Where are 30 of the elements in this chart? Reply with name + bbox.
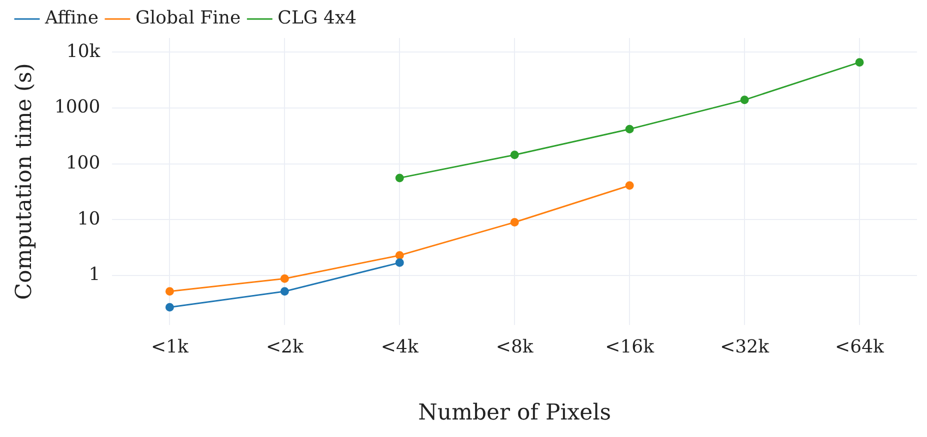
x-tick-label: <16k: [605, 336, 656, 358]
x-tick-label: <2k: [266, 336, 304, 358]
x-tick-label: <32k: [720, 336, 770, 358]
x-tick-label: <4k: [380, 336, 420, 358]
x-axis-title: Number of Pixels: [418, 400, 612, 426]
point: [510, 218, 519, 227]
y-tick-label: 1: [88, 264, 100, 286]
y-tick-label: 100: [66, 152, 100, 174]
y-tick-label: 10: [77, 208, 100, 230]
point: [625, 124, 634, 134]
point: [740, 96, 749, 104]
legend-label: Affine: [44, 8, 98, 29]
y-tick-label: 10k: [66, 40, 102, 62]
point: [395, 251, 404, 260]
y-axis-title: Computation time (s): [12, 63, 37, 300]
point: [625, 181, 634, 190]
point: [510, 150, 519, 160]
point: [280, 274, 289, 283]
point: [165, 287, 174, 296]
x-tick-label: <1k: [150, 336, 190, 358]
point: [395, 258, 404, 267]
point: [280, 287, 289, 296]
point: [855, 58, 864, 67]
x-tick-label: <8k: [496, 336, 534, 358]
y-tick-label: 1000: [54, 96, 100, 118]
point: [165, 303, 174, 312]
point: [395, 174, 404, 182]
x-tick-label: <64k: [835, 336, 886, 358]
legend-label: CLG 4x4: [278, 8, 357, 29]
legend-label: Global Fine: [135, 8, 241, 29]
